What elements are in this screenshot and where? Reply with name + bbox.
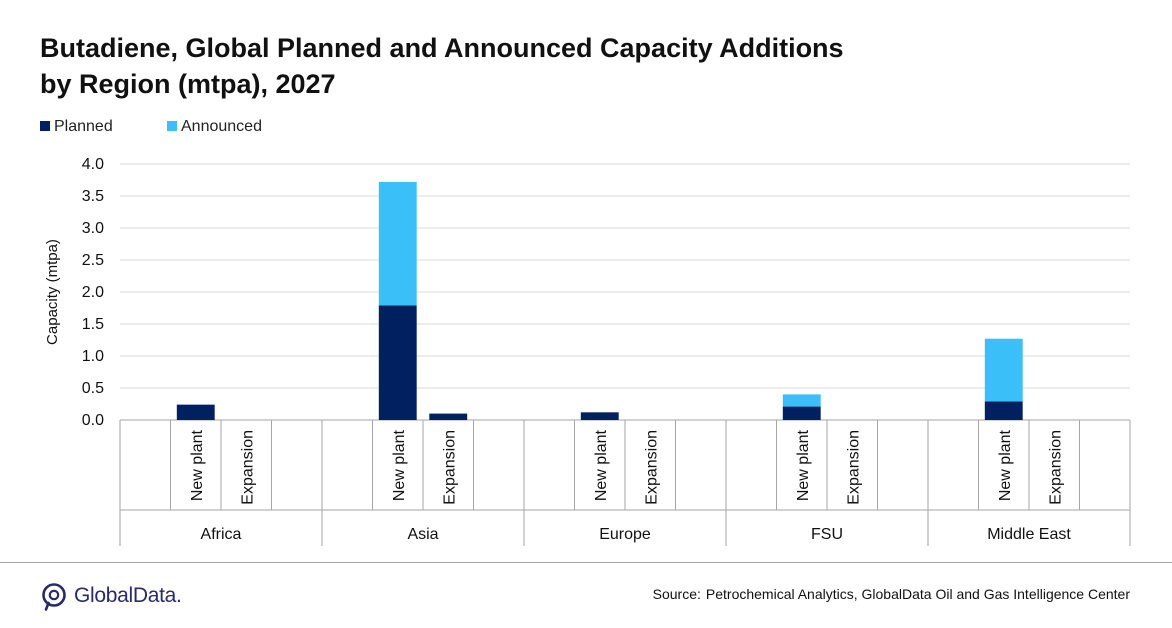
bar-planned-middle-east-new-plant: [984, 401, 1023, 420]
x-group-label: Asia: [407, 526, 438, 543]
x-category-label: New plant: [795, 429, 812, 501]
source-text: Petrochemical Analytics, GlobalData Oil …: [705, 586, 1130, 602]
source-label: Source:: [652, 586, 701, 602]
y-tick-label: 1.5: [82, 316, 104, 333]
source-note: Source: Petrochemical Analytics, GlobalDa…: [653, 586, 1130, 602]
footer-divider: [0, 562, 1172, 563]
y-tick-label: 3.5: [82, 188, 104, 205]
legend-swatch-planned: [40, 121, 50, 131]
y-tick-label: 0.5: [82, 380, 104, 397]
chart-title-line-1: Butadiene, Global Planned and Announced …: [40, 33, 844, 63]
legend-label-planned: Planned: [54, 118, 113, 135]
x-group-label: Africa: [201, 526, 242, 543]
x-category-label: New plant: [593, 429, 610, 501]
bar-announced-asia-new-plant: [378, 181, 417, 306]
bar-planned-africa-new-plant: [176, 404, 215, 420]
y-tick-label: 2.0: [82, 284, 104, 301]
x-group-label: Middle East: [987, 526, 1071, 543]
bar-planned-asia-new-plant: [378, 305, 417, 420]
x-category-label: Expansion: [643, 430, 660, 505]
chart-title-line-2: by Region (mtpa), 2027: [40, 69, 336, 99]
x-category-label: Expansion: [239, 430, 256, 505]
x-group-label: Europe: [599, 526, 651, 543]
legend-item-announced: Announced: [167, 118, 262, 136]
x-category-label: New plant: [189, 429, 206, 501]
legend-label-announced: Announced: [181, 118, 262, 135]
x-category-label: Expansion: [845, 430, 862, 505]
globaldata-logo-text: GlobalData.: [74, 584, 182, 607]
bar-planned-asia-expansion: [429, 413, 468, 420]
y-tick-label: 1.0: [82, 348, 104, 365]
y-axis-title: Capacity (mtpa): [44, 239, 61, 345]
y-tick-label: 2.5: [82, 252, 104, 269]
bar-planned-europe-new-plant: [580, 412, 619, 420]
globaldata-logo: GlobalData.: [40, 580, 182, 612]
x-category-label: New plant: [391, 429, 408, 501]
bar-planned-fsu-new-plant: [782, 406, 821, 420]
globaldata-logo-icon: [42, 583, 66, 611]
y-tick-label: 4.0: [82, 156, 104, 173]
y-tick-label: 3.0: [82, 220, 104, 237]
x-group-label: FSU: [811, 526, 843, 543]
x-category-label: Expansion: [441, 430, 458, 505]
stacked-bar-chart: 0.0 0.5 1.0 1.5 2.0 2.5 3.0 3.5 4.0 Capacity (mtp…: [44, 156, 1131, 546]
x-category-label: New plant: [997, 429, 1014, 501]
y-tick-label: 0.0: [82, 412, 104, 429]
chart-title: Butadiene, Global Planned and Announced …: [40, 30, 940, 102]
x-category-label: Expansion: [1047, 430, 1064, 505]
bar-announced-middle-east-new-plant: [984, 338, 1023, 402]
legend-item-planned: Planned: [40, 118, 113, 136]
legend-swatch-announced: [167, 121, 177, 131]
bar-announced-fsu-new-plant: [782, 394, 821, 407]
